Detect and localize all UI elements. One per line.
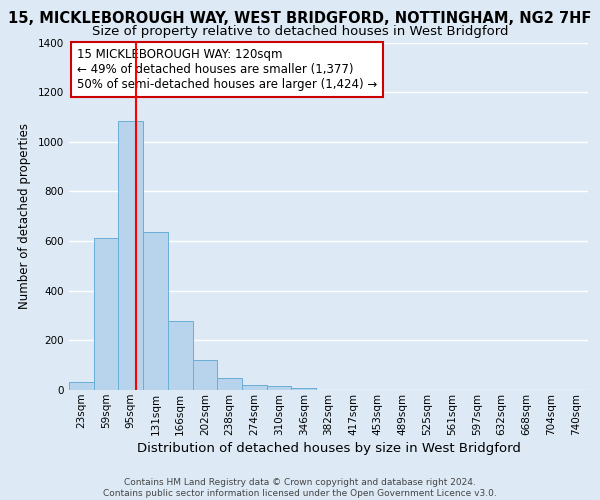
Bar [193, 360, 217, 390]
Bar [118, 120, 143, 390]
Y-axis label: Number of detached properties: Number of detached properties [18, 123, 31, 309]
Text: Size of property relative to detached houses in West Bridgford: Size of property relative to detached ho… [92, 25, 508, 38]
Bar [267, 386, 292, 390]
Text: Contains HM Land Registry data © Crown copyright and database right 2024.
Contai: Contains HM Land Registry data © Crown c… [103, 478, 497, 498]
Text: 15, MICKLEBOROUGH WAY, WEST BRIDGFORD, NOTTINGHAM, NG2 7HF: 15, MICKLEBOROUGH WAY, WEST BRIDGFORD, N… [8, 11, 592, 26]
X-axis label: Distribution of detached houses by size in West Bridgford: Distribution of detached houses by size … [137, 442, 520, 455]
Bar [217, 378, 242, 390]
Bar [69, 382, 94, 390]
Bar [292, 388, 316, 390]
Bar [242, 384, 267, 390]
Bar [94, 238, 118, 390]
Text: 15 MICKLEBOROUGH WAY: 120sqm
← 49% of detached houses are smaller (1,377)
50% of: 15 MICKLEBOROUGH WAY: 120sqm ← 49% of de… [77, 48, 377, 90]
Bar [168, 321, 193, 390]
Bar [143, 232, 168, 390]
